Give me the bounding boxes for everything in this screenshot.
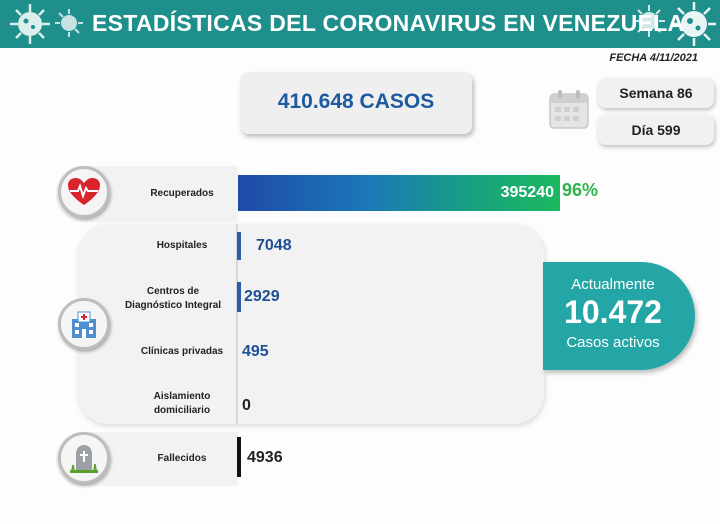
active-cases-bubble: Actualmente 10.472 Casos activos [543,262,695,370]
recovered-value: 395240 [500,184,554,201]
recovered-label: Recuperados [150,188,214,199]
virus-icon [55,9,83,37]
hospitales-bar [237,232,241,260]
active-cases-value: 10.472 [564,294,662,330]
hospitales-label: Hospitales [156,240,208,251]
hospitales-value: 7048 [256,237,292,254]
aislamiento-label-line2: domiciliario [153,405,211,416]
total-cases-box: 410.648 CASOS [240,72,472,134]
tombstone-icon [58,432,110,484]
deaths-label: Fallecidos [157,453,207,464]
recovered-percent: 96% [562,180,599,200]
active-cases-heading: Actualmente [571,276,655,293]
deaths-bar [237,437,241,477]
aislamiento-label-line1: Aislamiento [153,391,211,402]
calendar-icon [549,90,589,129]
recovered-bar [238,175,560,211]
clinicas-value: 495 [242,343,269,360]
cdi-label-line1: Centros de [146,286,200,297]
hospitalized-panel [78,224,544,424]
active-cases-caption: Casos activos [566,334,660,351]
header-banner: ESTADÍSTICAS DEL CORONAVIRUS EN VENEZUEL… [0,0,720,48]
divider [236,224,238,424]
page-title: ESTADÍSTICAS DEL CORONAVIRUS EN VENEZUEL… [92,10,685,36]
cdi-value: 2929 [244,288,280,305]
virus-icon [633,5,665,37]
report-date: FECHA 4/11/2021 [609,52,698,64]
heart-icon [58,166,110,218]
total-cases-value: 410.648 CASOS [277,90,435,113]
day-badge: Día 599 [598,115,714,145]
week-badge: Semana 86 [598,78,714,108]
cdi-bar [237,282,241,312]
deaths-value: 4936 [247,449,283,466]
cdi-label-line2: Diagnóstico Integral [124,300,222,311]
virus-icon [672,2,716,46]
virus-icon [10,4,50,44]
hospital-icon [58,298,110,350]
aislamiento-value: 0 [242,397,251,414]
clinicas-label: Clínicas privadas [140,346,224,357]
